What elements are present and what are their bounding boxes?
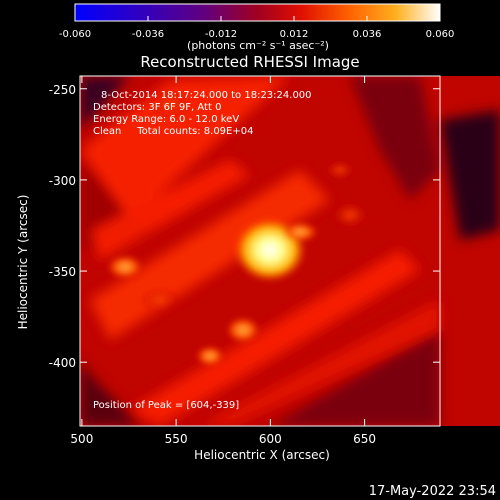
y-tick-label: -350 [49, 265, 76, 279]
y-axis-label: Heliocentric Y (arcsec) [16, 195, 30, 330]
x-tick-label: 500 [70, 432, 93, 446]
plot-title: Reconstructed RHESSI Image [140, 53, 359, 71]
info-clean-counts: Clean Total counts: 8.09E+04 [93, 126, 253, 137]
colorbar: -0.060 -0.036 -0.012 0.012 0.036 0.060 (photo… [59, 3, 454, 52]
y-tick-label: -300 [49, 174, 76, 188]
plot-frame [79, 75, 441, 427]
colorbar-tick-label: -0.036 [132, 29, 164, 40]
colorbar-ticks [74, 16, 441, 21]
x-tick-label: 650 [353, 432, 376, 446]
info-detectors: Detectors: 3F 6F 9F, Att 0 [93, 102, 221, 113]
peak-position-label: Position of Peak = [604,-339] [93, 400, 239, 411]
timestamp: 17-May-2022 23:54 [369, 484, 496, 499]
x-tick-label: 550 [165, 432, 188, 446]
y-tick-label: -400 [49, 356, 76, 370]
colorbar-unit-label: (photons cm⁻² s⁻¹ asec⁻²) [187, 39, 329, 52]
colorbar-tick-label: -0.012 [205, 29, 237, 40]
x-tick-label: 600 [259, 432, 282, 446]
colorbar-gradient [74, 3, 441, 22]
y-tick-label: -250 [49, 83, 76, 97]
rhessi-image [80, 76, 500, 426]
x-axis-label: Heliocentric X (arcsec) [194, 448, 330, 462]
info-time-range: 8-Oct-2014 18:17:24.000 to 18:23:24.000 [101, 90, 312, 101]
info-energy-range: Energy Range: 6.0 - 12.0 keV [93, 114, 239, 125]
colorbar-tick-label: -0.060 [59, 29, 91, 40]
colorbar-tick-label: 0.060 [426, 29, 455, 40]
colorbar-tick-label: 0.036 [353, 29, 382, 40]
colorbar-tick-label: 0.012 [280, 29, 309, 40]
colorbar-tick-labels: -0.060 -0.036 -0.012 0.012 0.036 0.060 [59, 29, 454, 40]
x-axis-ticks: 500 550 600 650 [70, 76, 376, 446]
y-axis-ticks: -250 -300 -350 -400 [49, 83, 440, 370]
